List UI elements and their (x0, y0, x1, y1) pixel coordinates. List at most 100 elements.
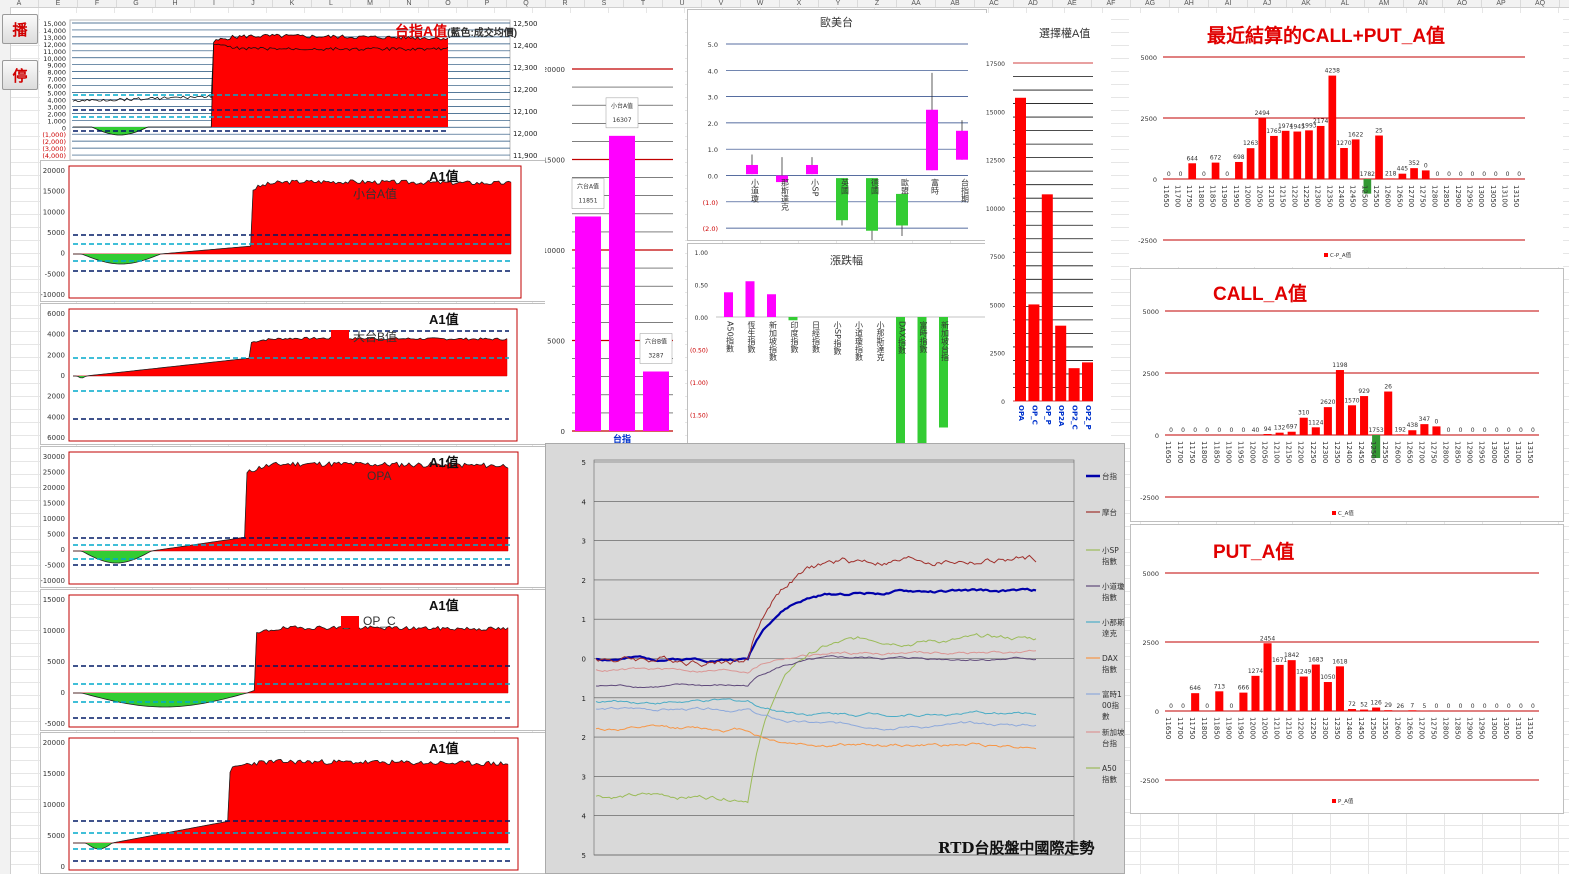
x-tick-label: 12100 (1273, 441, 1281, 463)
column-header[interactable]: L (312, 0, 351, 7)
x-tick-label: 12200 (1290, 185, 1298, 207)
legend-label: 大台B值 (353, 330, 398, 344)
column-header[interactable]: R (546, 0, 585, 7)
y-tick-label: 0 (61, 250, 65, 258)
column-header[interactable]: Z (858, 0, 897, 7)
data-callout (571, 178, 605, 209)
column-header[interactable]: G (117, 0, 156, 7)
candle (746, 164, 758, 175)
x-tick-label: 11900 (1224, 717, 1232, 739)
x-tick-label: 13050 (1502, 717, 1510, 739)
data-label: 0 (1217, 427, 1221, 434)
category-label: OP2A (1057, 405, 1065, 427)
data-label: 929 (1358, 388, 1370, 395)
y-tick-label: 2500 (1140, 115, 1157, 123)
data-label: 644 (1186, 155, 1198, 162)
y-tick-label: 10000 (43, 515, 65, 523)
value-line (73, 759, 509, 850)
column-header[interactable]: N (390, 0, 429, 7)
y-tick-label: 17500 (986, 61, 1005, 68)
y-tick-label: 5000 (990, 302, 1005, 309)
data-label: 0 (1179, 171, 1183, 178)
column-header[interactable]: AQ (1521, 0, 1560, 7)
y-tick-label: 4 (582, 813, 587, 821)
column-header[interactable]: Y (819, 0, 858, 7)
bar (1215, 691, 1224, 711)
column-header[interactable]: AE (1053, 0, 1092, 7)
legend-swatch (1324, 253, 1328, 257)
column-header[interactable]: AI (1209, 0, 1248, 7)
y-tick-label: 15,000 (43, 20, 66, 28)
bar (1410, 168, 1418, 179)
column-header[interactable]: Q (507, 0, 546, 7)
data-label: 0 (1494, 171, 1498, 178)
bar (1041, 194, 1053, 401)
column-header[interactable]: P (468, 0, 507, 7)
column-header[interactable]: AR (1560, 0, 1569, 7)
x-tick-label: 12550 (1381, 717, 1389, 739)
column-header[interactable]: S (585, 0, 624, 7)
column-header[interactable]: AM (1365, 0, 1404, 7)
column-header[interactable]: AG (1131, 0, 1170, 7)
column-header[interactable]: I (195, 0, 234, 7)
column-header[interactable]: AL (1326, 0, 1365, 7)
legend-label: 摩台 (1102, 507, 1117, 517)
x-tick-label: 12450 (1357, 717, 1365, 739)
column-header[interactable]: M (351, 0, 390, 7)
bar (1299, 676, 1308, 711)
x-tick-label: 12550 (1372, 185, 1380, 207)
data-label: 1274 (1248, 668, 1263, 675)
column-header[interactable]: AK (1287, 0, 1326, 7)
column-header[interactable]: AJ (1248, 0, 1287, 7)
y-tick-label: 5000 (1142, 570, 1159, 578)
data-label: 0 (1167, 171, 1171, 178)
column-header[interactable]: H (156, 0, 195, 7)
column-headers: A E F G H I J K L M N O P Q R S T U V W X Y Z AA AB AC AD AE AF AG AH A… (0, 0, 1569, 8)
column-header[interactable]: K (273, 0, 312, 7)
column-header[interactable]: AP (1482, 0, 1521, 7)
x-tick-label: 12950 (1465, 185, 1473, 207)
y-tick-label: 0.50 (695, 283, 709, 290)
column-header[interactable]: U (663, 0, 702, 7)
y-tick-label: -5000 (45, 270, 65, 278)
bar (1263, 643, 1272, 711)
play-button[interactable]: 播 (2, 14, 38, 44)
data-label: 1974 (1278, 123, 1293, 130)
legend-label: OP_C (363, 614, 396, 628)
column-header[interactable]: A (0, 0, 39, 7)
data-label: 1753 (1368, 427, 1383, 434)
y-tick-label: 15000 (43, 596, 65, 604)
column-header[interactable]: AF (1092, 0, 1131, 7)
column-header[interactable]: O (429, 0, 468, 7)
column-header[interactable]: AC (975, 0, 1014, 7)
column-header[interactable]: E (39, 0, 78, 7)
data-label: 0 (1225, 171, 1229, 178)
column-header[interactable]: W (741, 0, 780, 7)
column-header[interactable]: AD (1014, 0, 1053, 7)
data-label: 52 (1360, 702, 1368, 709)
column-header[interactable]: AO (1443, 0, 1482, 7)
y-tick-label: (4,000) (42, 152, 66, 160)
data-label: 0 (1181, 427, 1185, 434)
a1-chart-5: 20000 15000 10000 5000 0 A1值 (40, 732, 546, 874)
x-tick-label: 12300 (1321, 441, 1329, 463)
column-header[interactable]: J (234, 0, 273, 7)
x-tick-label: 13100 (1500, 185, 1508, 207)
category-label: 新加坡指數 (769, 320, 778, 362)
stop-button[interactable]: 停 (2, 60, 38, 90)
x-tick-label: 12350 (1333, 717, 1341, 739)
y-tick-label: 5000 (47, 531, 65, 539)
data-label: 25 (1375, 128, 1383, 135)
y-tick-label: (1.50) (690, 413, 708, 420)
negative-area (73, 127, 448, 135)
column-header[interactable]: F (78, 0, 117, 7)
column-header[interactable]: T (624, 0, 663, 7)
column-header[interactable]: AN (1404, 0, 1443, 7)
column-header[interactable]: AH (1170, 0, 1209, 7)
x-tick-label: 12500 (1369, 441, 1377, 463)
column-header[interactable]: AA (897, 0, 936, 7)
column-header[interactable]: V (702, 0, 741, 7)
column-header[interactable]: AB (936, 0, 975, 7)
y-tick-label: -10000 (41, 291, 65, 299)
column-header[interactable]: X (780, 0, 819, 7)
